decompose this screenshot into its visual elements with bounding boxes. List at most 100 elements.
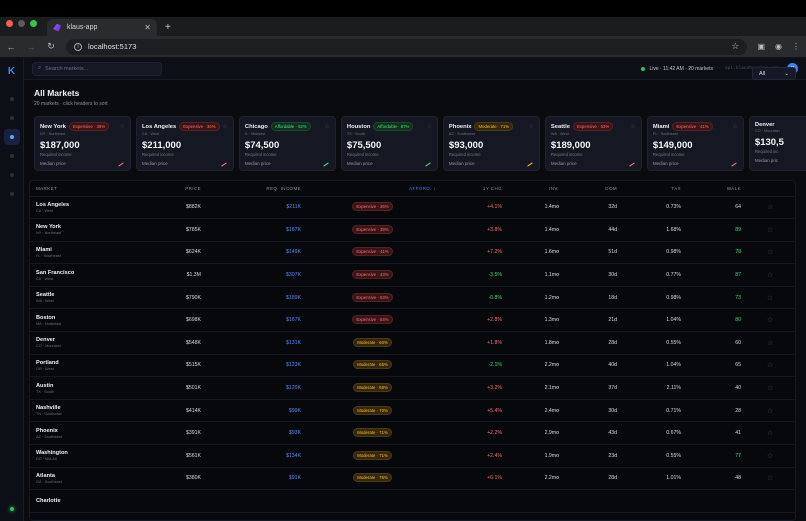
- dom-cell: 43d: [563, 421, 621, 446]
- col-inventory[interactable]: INV.: [506, 181, 563, 197]
- star-icon[interactable]: ☆: [745, 218, 795, 242]
- col-afford[interactable]: AFFORD. ↓: [305, 181, 440, 197]
- table-row[interactable]: Nashville TN · Southeast $414K $99K Moderate…: [30, 399, 795, 423]
- url-field[interactable]: i localhost:5173 ☆: [66, 38, 748, 55]
- tab-search-icon[interactable]: ▣: [757, 42, 766, 51]
- filter-select[interactable]: All ⌄: [752, 67, 796, 80]
- url-text: localhost:5173: [88, 42, 137, 51]
- new-tab-button[interactable]: +: [165, 22, 171, 33]
- market-card[interactable]: Chicago Affordable · 92% ☆ IL · Midwest $74,…: [238, 116, 336, 171]
- afford-badge: Expensive · 41%: [352, 247, 393, 257]
- table-row[interactable]: San Francisco CA · West $1.3M $307K Expensiv…: [30, 263, 795, 287]
- close-tab-icon[interactable]: ✕: [144, 23, 151, 32]
- change-cell: +6.1%: [440, 467, 506, 491]
- market-card[interactable]: Houston Affordable · 87% ☆ TX · South $75,50…: [340, 116, 438, 171]
- sidebar-item-reports[interactable]: [4, 167, 20, 183]
- market-card[interactable]: Denver CO · Mountain $130,5 Required inc Med…: [748, 116, 806, 171]
- sidebar-item-compare[interactable]: [3, 129, 20, 145]
- table-row[interactable]: Los Angeles CA · West $882K $211K Expensive …: [30, 196, 795, 220]
- table-row[interactable]: Boston MA · Northeast $698K $167K Expensive …: [30, 308, 795, 333]
- sidebar-item-settings[interactable]: [4, 186, 20, 202]
- minimize-window-button[interactable]: [18, 20, 25, 27]
- col-market[interactable]: MARKET: [30, 181, 165, 197]
- star-icon[interactable]: ☆: [745, 286, 795, 310]
- income-cell: $91K: [205, 467, 305, 491]
- search-input[interactable]: ⌕ Search markets...: [32, 61, 162, 76]
- table-row[interactable]: Austin TX · South $501K $120K Moderate · 69%…: [30, 376, 795, 400]
- star-icon[interactable]: [745, 489, 795, 513]
- star-icon[interactable]: ☆: [732, 124, 738, 130]
- star-icon[interactable]: ☆: [745, 467, 795, 491]
- table-row[interactable]: Atlanta GA · Southeast $380K $91K Moderate ·…: [30, 467, 795, 491]
- star-icon[interactable]: ☆: [119, 124, 125, 130]
- col-price[interactable]: PRICE: [165, 181, 205, 197]
- card-required-income: $187,000: [40, 140, 80, 151]
- maximize-window-button[interactable]: [30, 20, 37, 27]
- table-row[interactable]: New York NY · Northeast $785K $187K Expensiv…: [30, 218, 795, 242]
- table-row[interactable]: Portland OR · West $515K $123K Moderate · 65…: [30, 354, 795, 378]
- table-row[interactable]: Miami FL · Southeast $624K $149K Expensive ·…: [30, 241, 795, 265]
- star-icon[interactable]: ☆: [745, 376, 795, 400]
- inventory-cell: 2.2mo: [506, 467, 563, 491]
- change-cell: +1.8%: [440, 331, 506, 355]
- walk-cell: 87: [685, 263, 745, 287]
- star-icon[interactable]: ☆: [745, 399, 795, 423]
- filter-value: All: [759, 70, 766, 77]
- afford-badge: Expensive · 53%: [572, 122, 614, 131]
- star-icon[interactable]: ☆: [745, 196, 795, 220]
- sidebar-item-saved[interactable]: [4, 148, 20, 164]
- bookmark-star-icon[interactable]: ☆: [731, 41, 740, 51]
- income-cell: $93K: [205, 421, 305, 446]
- card-market-name: Phoenix: [448, 123, 472, 130]
- table-row[interactable]: Denver CO · Mountain $548K $131K Moderate · …: [30, 331, 795, 355]
- market-card[interactable]: Miami Expensive · 41% ☆ FL · Southeast $149,…: [646, 116, 744, 171]
- browser-menu-icon[interactable]: ⋮: [792, 42, 800, 51]
- star-icon[interactable]: ☆: [630, 124, 636, 130]
- price-cell: $882K: [165, 196, 205, 220]
- profile-icon[interactable]: ◉: [775, 42, 782, 51]
- market-card[interactable]: Phoenix Moderate · 71% ☆ AZ · Southwest $93,…: [442, 116, 540, 171]
- card-income-label: Required income: [142, 152, 174, 157]
- col-req-income[interactable]: REQ. INCOME: [205, 181, 305, 197]
- col-walk[interactable]: WALK: [685, 181, 745, 197]
- star-icon[interactable]: ☆: [745, 421, 795, 446]
- star-icon[interactable]: ☆: [745, 354, 795, 378]
- browser-tab[interactable]: klaus-app ✕: [47, 19, 157, 36]
- star-icon[interactable]: ☆: [745, 331, 795, 355]
- star-icon[interactable]: ☆: [745, 444, 795, 468]
- reload-button[interactable]: ↻: [47, 41, 55, 51]
- star-icon[interactable]: ☆: [528, 124, 534, 130]
- live-dot-icon: [641, 66, 646, 71]
- back-button[interactable]: ←: [6, 41, 16, 52]
- star-icon[interactable]: ☆: [324, 124, 330, 130]
- card-income-label: Required income: [448, 152, 481, 157]
- star-icon[interactable]: ☆: [426, 124, 432, 130]
- walk-cell: 78: [685, 241, 745, 265]
- market-card[interactable]: Los Angeles Expensive · 36% ☆ CA · West $211…: [136, 116, 234, 171]
- col-1y-chg[interactable]: 1Y CHG: [440, 181, 506, 197]
- table-row[interactable]: Phoenix AZ · Southwest $391K $93K Moderate ·…: [30, 421, 795, 446]
- page-subtitle: 20 markets · click headers to sort: [34, 101, 108, 107]
- price-cell: $790K: [165, 286, 205, 310]
- star-icon[interactable]: ☆: [745, 241, 795, 265]
- forward-button[interactable]: →: [26, 41, 36, 52]
- market-card[interactable]: New York Expensive · 39% ☆ NY · Northeast $1…: [34, 116, 131, 171]
- dom-cell: 28d: [563, 467, 621, 491]
- col-tax[interactable]: TAX: [621, 181, 685, 197]
- walk-cell: 48: [685, 467, 745, 491]
- star-icon[interactable]: ☆: [745, 308, 795, 333]
- sidebar-item-home[interactable]: [4, 91, 20, 107]
- afford-badge: Expensive · 53%: [352, 292, 393, 302]
- market-card[interactable]: Seattle Expensive · 53% ☆ WA · West $189,000…: [544, 116, 642, 171]
- site-info-icon[interactable]: i: [74, 42, 82, 51]
- star-icon[interactable]: ☆: [745, 263, 795, 287]
- sidebar-item-markets[interactable]: [4, 110, 20, 126]
- table-row[interactable]: Charlotte: [30, 489, 795, 513]
- star-icon[interactable]: ☆: [222, 124, 228, 130]
- table-row[interactable]: Seattle WA · West $790K $189K Expensive · 53…: [30, 286, 795, 310]
- table-row[interactable]: Washington DC · Mid-Atl $561K $134K Moderate…: [30, 444, 795, 468]
- close-window-button[interactable]: [6, 20, 13, 27]
- change-cell: +5.4%: [440, 399, 506, 423]
- col-dom[interactable]: DOM: [563, 181, 621, 197]
- tax-cell: 0.77%: [621, 263, 685, 287]
